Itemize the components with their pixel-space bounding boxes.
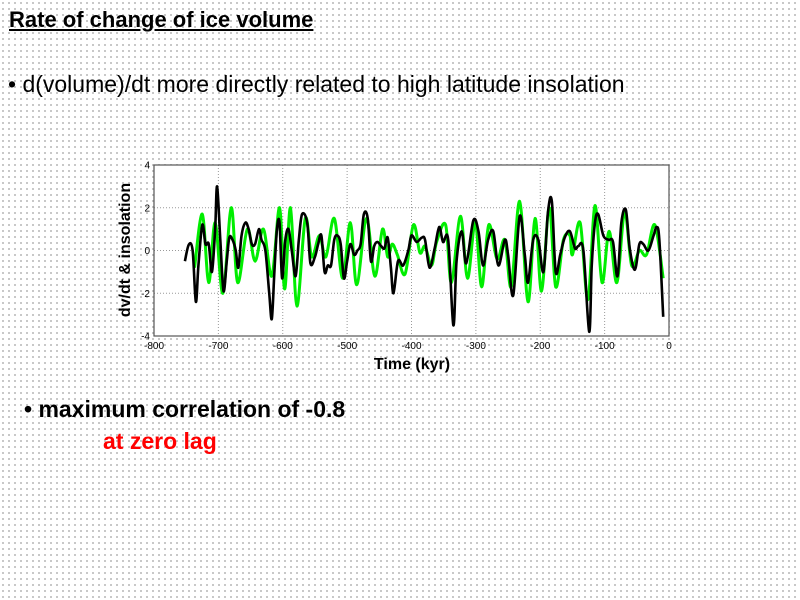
x-tick-label: -700 bbox=[208, 341, 228, 352]
x-tick-label: -100 bbox=[595, 341, 615, 352]
x-tick-label: -800 bbox=[144, 341, 164, 352]
x-tick-label: -300 bbox=[466, 341, 486, 352]
y-tick-label: -2 bbox=[141, 289, 150, 300]
y-tick-label: 0 bbox=[144, 246, 150, 257]
x-tick-label: -200 bbox=[530, 341, 550, 352]
bullet-insolation: • d(volume)/dt more directly related to … bbox=[8, 71, 625, 97]
dvdt-series-line bbox=[183, 185, 665, 334]
y-tick-label: 4 bbox=[144, 161, 150, 172]
y-tick-label: -4 bbox=[141, 332, 150, 343]
x-tick-label: -500 bbox=[337, 341, 357, 352]
x-tick-label: -600 bbox=[273, 341, 293, 352]
y-tick-label: 2 bbox=[144, 203, 150, 214]
bullet-zero-lag: at zero lag bbox=[103, 428, 217, 454]
bullet-correlation: • maximum correlation of -0.8 bbox=[24, 396, 346, 422]
x-ticks: -800 -700 -600 -500 -400 -300 -200 -100 0 bbox=[144, 341, 672, 352]
x-tick-label: -400 bbox=[401, 341, 421, 352]
y-ticks: -4 -2 0 2 4 bbox=[141, 161, 150, 343]
plot-frame bbox=[153, 164, 670, 337]
x-axis-label: Time (kyr) bbox=[374, 356, 450, 373]
series-group bbox=[183, 185, 665, 334]
y-axis-label: dv/dt & insolation bbox=[117, 183, 134, 317]
x-tick-label: 0 bbox=[666, 341, 672, 352]
slide-title: Rate of change of ice volume bbox=[9, 7, 314, 32]
